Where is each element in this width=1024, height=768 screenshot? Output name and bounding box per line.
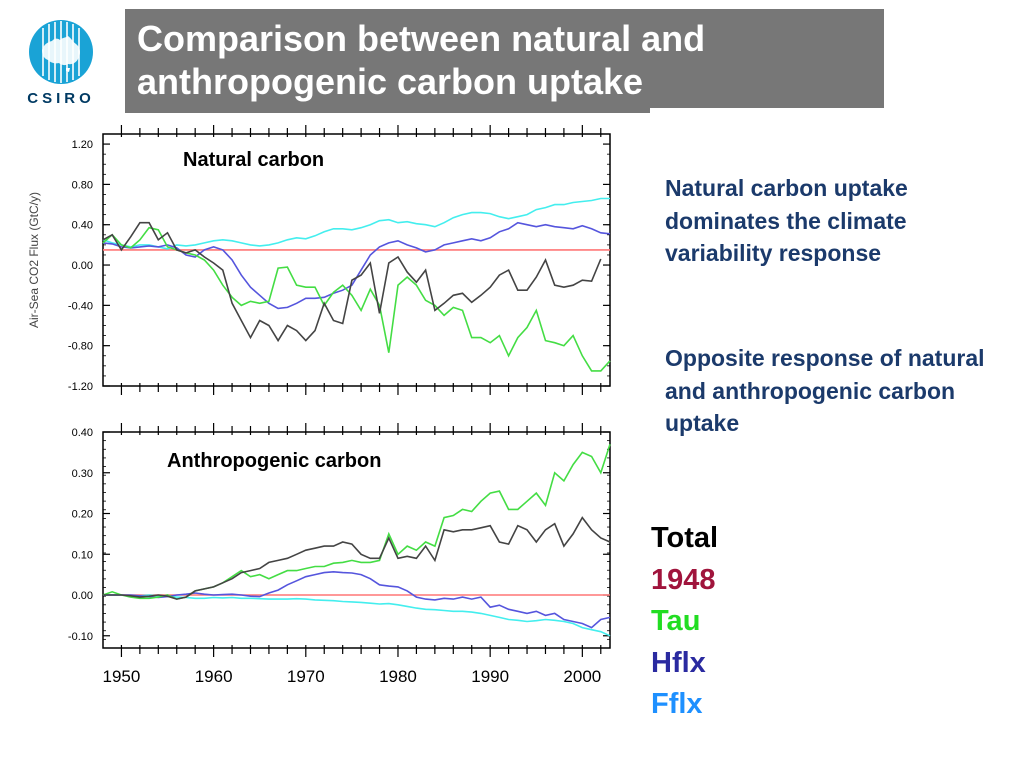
series-line [103,570,611,629]
csiro-wordmark: CSIRO [27,90,95,107]
title-banner: Comparison between natural and anthropog… [125,9,884,113]
legend-hflx: Hflx [651,646,706,679]
note-opposite-response: Opposite response of natural and anthrop… [665,345,985,437]
legend-fflx: Fflx [651,688,703,720]
y-tick-label: -1.20 [68,381,93,393]
x-tick-label: 1980 [379,667,417,686]
y-tick-label: -0.40 [68,300,93,312]
x-tick-label: 1960 [195,667,233,686]
y-tick-label: 0.40 [72,220,93,232]
series-line [102,197,610,250]
x-tick-label: 1970 [287,667,325,686]
plot-frame [102,431,611,649]
series-line [103,594,611,637]
flux-charts: 1.20 0.80 0.40 0.00 -0.40 -0.80 -1.20 Air-Sea C… [27,125,611,686]
y-tick-label: 0.00 [72,590,93,602]
y-tick-label: 0.30 [72,468,93,480]
y-tick-label: 0.40 [72,427,93,439]
legend-total: Total [651,522,719,554]
y-axis-label: Air-Sea CO2 Flux (GtC/y) [27,192,41,328]
title-notch [650,108,884,113]
x-tick-label: 1990 [471,667,509,686]
series-line [103,516,611,600]
y-tick-label: -0.80 [68,341,93,353]
legend-1948: 1948 [651,563,716,596]
x-tick-label: 1950 [103,667,141,686]
note-natural-dominates: Natural carbon uptake dominates the clim… [665,175,908,267]
y-tick-label: 1.20 [72,139,93,151]
series-line [102,221,602,343]
series-line [102,221,611,310]
legend-tau: Tau [651,605,701,637]
series-line [102,226,611,372]
plot-label: Natural carbon [183,149,324,171]
anthropogenic-carbon-plot: 0.40 0.30 0.20 0.10 0.00 -0.10 1950 1960 1970 198… [68,423,611,686]
y-tick-label: -0.10 [68,631,93,643]
series-legend: Total 1948 Tau Hflx Fflx [651,518,718,726]
y-tick-label: 0.80 [72,179,93,191]
plot-frame [102,133,611,387]
y-tick-label: 0.00 [72,260,93,272]
csiro-logo-mark [29,20,93,84]
csiro-logo: CSIRO [18,14,104,114]
plot-label: Anthropogenic carbon [167,450,381,472]
page-title: Comparison between natural and anthropog… [137,18,706,103]
x-tick-label: 2000 [563,667,601,686]
y-tick-label: 0.10 [72,549,93,561]
natural-carbon-plot: 1.20 0.80 0.40 0.00 -0.40 -0.80 -1.20 Air-Sea C… [27,125,611,395]
y-tick-label: 0.20 [72,509,93,521]
